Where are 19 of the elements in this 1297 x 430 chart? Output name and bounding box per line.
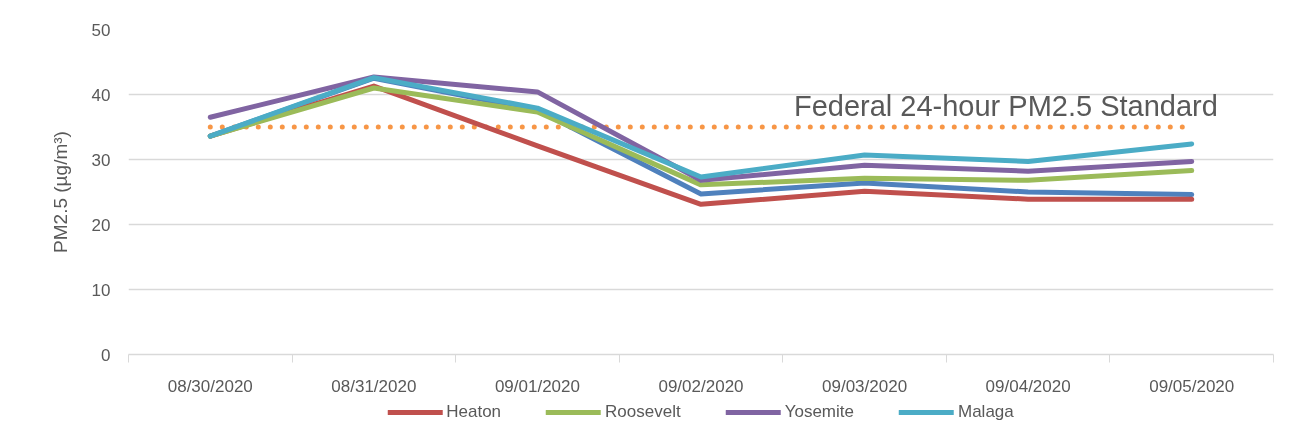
x-tick-label: 09/05/2020	[1149, 376, 1235, 396]
legend-label: Roosevelt	[605, 402, 681, 422]
y-tick-label: 0	[101, 345, 111, 365]
y-tick-label: 20	[91, 215, 111, 235]
x-tick-label: 09/02/2020	[658, 376, 744, 396]
x-tick-label: 09/04/2020	[985, 376, 1071, 396]
legend-label: Heaton	[446, 402, 502, 422]
y-tick-label: 10	[91, 280, 111, 300]
y-tick-label: 50	[91, 20, 111, 40]
legend-label: Malaga	[957, 402, 1014, 422]
x-tick-label: 08/30/2020	[167, 376, 253, 396]
ref-line-label: Federal 24-hour PM2.5 Standard	[793, 90, 1218, 122]
y-axis-title: PM2.5 (µg/m³)	[49, 131, 71, 253]
y-tick-label: 30	[91, 150, 111, 170]
y-tick-label: 40	[91, 85, 111, 105]
legend-label: Yosemite	[784, 402, 854, 422]
x-tick-label: 09/03/2020	[822, 376, 908, 396]
x-tick-label: 08/31/2020	[331, 376, 417, 396]
x-tick-label: 09/01/2020	[494, 376, 580, 396]
